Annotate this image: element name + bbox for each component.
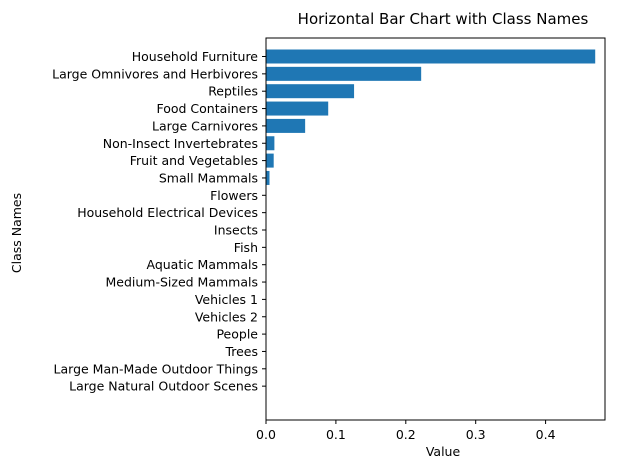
y-tick-label: Trees <box>224 344 258 359</box>
bar <box>266 84 355 99</box>
y-tick-label: Non-Insect Invertebrates <box>103 136 258 151</box>
y-tick-labels: Household Furniture Large Omnivores and H… <box>52 49 266 394</box>
x-tick-label: 0.2 <box>396 427 416 442</box>
y-tick-label: Vehicles 1 <box>195 292 258 307</box>
y-tick-label: Small Mammals <box>159 170 258 185</box>
y-tick-label: Large Man-Made Outdoor Things <box>54 361 258 376</box>
bar <box>266 170 270 185</box>
y-tick-label: Fruit and Vegetables <box>130 153 258 168</box>
bar <box>266 153 274 168</box>
y-tick-label: Large Omnivores and Herbivores <box>52 66 258 81</box>
bar <box>266 66 422 81</box>
x-tick-label: 0.4 <box>536 427 556 442</box>
y-tick-label: Reptiles <box>208 84 258 99</box>
x-tick-label: 0.0 <box>256 427 276 442</box>
y-tick-label: Flowers <box>210 188 258 203</box>
bar <box>266 101 329 116</box>
bars-group <box>266 49 596 394</box>
y-tick-label: Large Natural Outdoor Scenes <box>69 379 258 394</box>
plot-frame <box>265 37 606 421</box>
y-tick-label: Household Electrical Devices <box>77 205 258 220</box>
x-ticks: 0.0 0.1 0.2 0.3 0.4 <box>256 420 556 442</box>
y-tick-label: Food Containers <box>156 101 258 116</box>
x-axis-label: Value <box>426 444 461 459</box>
y-tick-label: Large Carnivores <box>152 118 258 133</box>
y-tick-label: Aquatic Mammals <box>146 257 258 272</box>
x-tick-label: 0.1 <box>326 427 346 442</box>
chart-title: Horizontal Bar Chart with Class Names <box>298 10 589 28</box>
y-tick-label: Fish <box>234 240 258 255</box>
y-tick-label: Insects <box>214 223 258 238</box>
y-tick-label: Vehicles 2 <box>195 309 258 324</box>
y-tick-label: Medium-Sized Mammals <box>105 275 258 290</box>
y-axis-label: Class Names <box>9 193 24 273</box>
y-tick-label: Household Furniture <box>132 49 259 64</box>
y-tick-label: People <box>216 327 258 342</box>
bar <box>266 136 275 151</box>
bar <box>266 49 596 64</box>
bar <box>266 118 306 133</box>
x-tick-label: 0.3 <box>466 427 486 442</box>
